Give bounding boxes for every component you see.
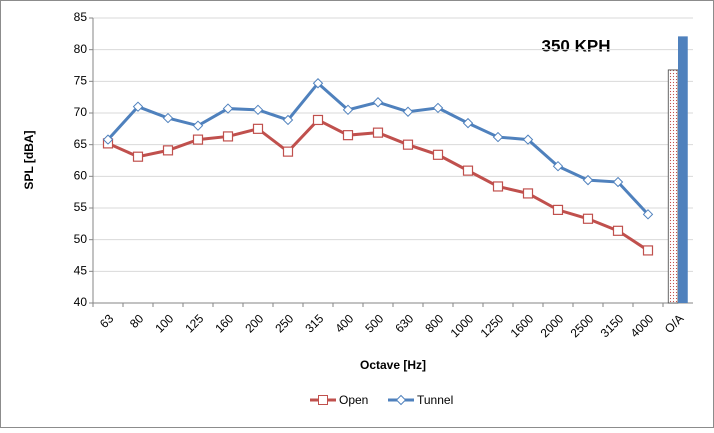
bar <box>678 36 688 303</box>
marker <box>132 151 144 162</box>
marker <box>642 245 654 256</box>
y-tick-label: 55 <box>74 200 88 214</box>
y-tick-label: 40 <box>74 295 88 309</box>
y-tick-label: 80 <box>74 42 88 56</box>
marker <box>432 149 444 160</box>
marker <box>402 139 414 150</box>
marker <box>162 145 174 156</box>
marker <box>222 131 234 142</box>
marker <box>222 103 234 114</box>
marker <box>522 188 534 199</box>
marker <box>372 97 384 108</box>
marker <box>492 131 504 143</box>
marker <box>282 146 294 157</box>
legend-label: Tunnel <box>417 393 453 407</box>
marker <box>312 78 324 89</box>
marker <box>612 225 624 236</box>
legend-marker <box>318 395 328 405</box>
marker <box>612 176 624 188</box>
y-tick-label: 70 <box>74 105 88 119</box>
marker <box>522 134 534 145</box>
marker <box>102 134 114 145</box>
marker <box>642 209 654 220</box>
y-tick-label: 65 <box>74 137 88 151</box>
marker <box>132 101 144 112</box>
y-axis-title: SPL [dBA] <box>22 130 36 189</box>
x-axis-title: Octave [Hz] <box>360 358 426 372</box>
bar <box>667 69 679 304</box>
marker <box>462 165 474 176</box>
marker <box>402 106 414 117</box>
marker <box>492 181 504 192</box>
marker <box>432 102 444 114</box>
marker <box>462 117 474 129</box>
annotation: 350 KPH <box>542 36 611 55</box>
marker <box>342 104 354 116</box>
y-tick-label: 85 <box>74 10 88 24</box>
marker <box>192 134 204 145</box>
y-tick-label: 45 <box>74 264 88 278</box>
y-tick-label: 75 <box>74 74 88 88</box>
marker <box>342 130 354 141</box>
y-tick-label: 60 <box>74 169 88 183</box>
marker <box>312 114 324 126</box>
marker <box>372 127 384 138</box>
marker <box>582 213 594 224</box>
marker <box>162 112 174 124</box>
legend-marker <box>395 394 407 406</box>
y-tick-label: 50 <box>74 232 88 246</box>
marker <box>582 174 594 186</box>
marker <box>282 114 294 126</box>
marker <box>192 120 204 131</box>
marker <box>552 204 564 215</box>
legend-label: Open <box>339 393 368 407</box>
legend-item: Tunnel <box>388 393 453 407</box>
marker <box>552 160 564 172</box>
marker <box>252 104 264 116</box>
legend-item: Open <box>310 393 368 407</box>
marker <box>252 123 264 134</box>
